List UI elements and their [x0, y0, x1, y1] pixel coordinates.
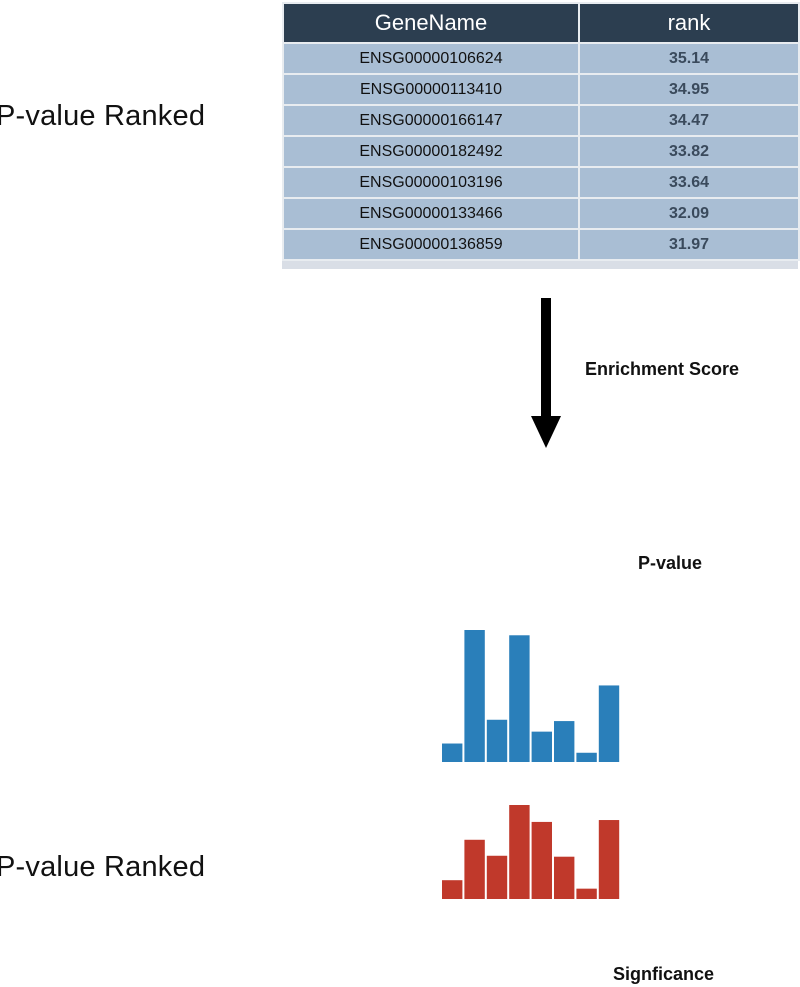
rank-cell: 33.82: [578, 135, 800, 168]
histogram-bar: [442, 743, 463, 762]
rank-cell: 35.14: [578, 42, 800, 75]
table-row: ENSG00000166147 34.47: [282, 104, 800, 137]
histogram-bar: [598, 685, 620, 762]
significance-histogram: [442, 805, 620, 899]
histogram-bar: [576, 752, 597, 762]
pvalue-label: P-value: [638, 553, 703, 573]
enrichment-score-label: Enrichment Score: [585, 359, 740, 379]
gene-name-cell: ENSG00000166147: [282, 104, 580, 137]
histogram-bar: [442, 880, 463, 899]
histogram-bar: [464, 839, 485, 899]
gene-name-cell: ENSG00000133466: [282, 197, 580, 230]
gene-name-cell: ENSG00000182492: [282, 135, 580, 168]
table-row: ENSG00000103196 33.64: [282, 166, 800, 199]
table-row: ENSG00000136859 31.97: [282, 228, 800, 261]
gene-name-cell: ENSG00000113410: [282, 73, 580, 106]
rank-cell: 33.64: [578, 166, 800, 199]
table-row: ENSG00000133466 32.09: [282, 197, 800, 230]
table-row: ENSG00000182492 33.82: [282, 135, 800, 168]
histogram-bar: [486, 719, 508, 762]
label-pvalue-ranked-bottom: P-value Ranked: [0, 851, 206, 883]
table-row: ENSG00000113410 34.95: [282, 73, 800, 106]
rank-cell: 32.09: [578, 197, 800, 230]
rank-cell: 34.47: [578, 104, 800, 137]
down-arrow-icon: [531, 298, 561, 448]
histogram-bar: [509, 805, 530, 899]
histogram-bar: [531, 731, 552, 762]
gene-name-cell: ENSG00000103196: [282, 166, 580, 199]
pvalue-histogram: [442, 630, 620, 762]
gene-rank-table: GeneName rank ENSG00000106624 35.14 ENSG…: [282, 2, 800, 269]
table-row: ENSG00000106624 35.14: [282, 42, 800, 75]
rank-cell: 34.95: [578, 73, 800, 106]
histogram-bar: [598, 820, 620, 899]
gene-name-cell: ENSG00000136859: [282, 228, 580, 261]
rank-cell: 31.97: [578, 228, 800, 261]
histogram-bar: [464, 630, 485, 762]
histogram-bar: [554, 721, 575, 762]
histogram-bar: [554, 856, 575, 899]
histogram-bar: [486, 855, 508, 899]
gene-name-cell: ENSG00000106624: [282, 42, 580, 75]
column-header-rank: rank: [578, 2, 800, 44]
histogram-bar: [531, 821, 552, 899]
label-pvalue-ranked-top: P-value Ranked: [0, 100, 206, 132]
table-header-row: GeneName rank: [282, 2, 800, 44]
column-header-genename: GeneName: [282, 2, 580, 44]
significance-label: Signficance: [613, 964, 715, 984]
histogram-bar: [576, 888, 597, 899]
histogram-bar: [509, 635, 530, 762]
